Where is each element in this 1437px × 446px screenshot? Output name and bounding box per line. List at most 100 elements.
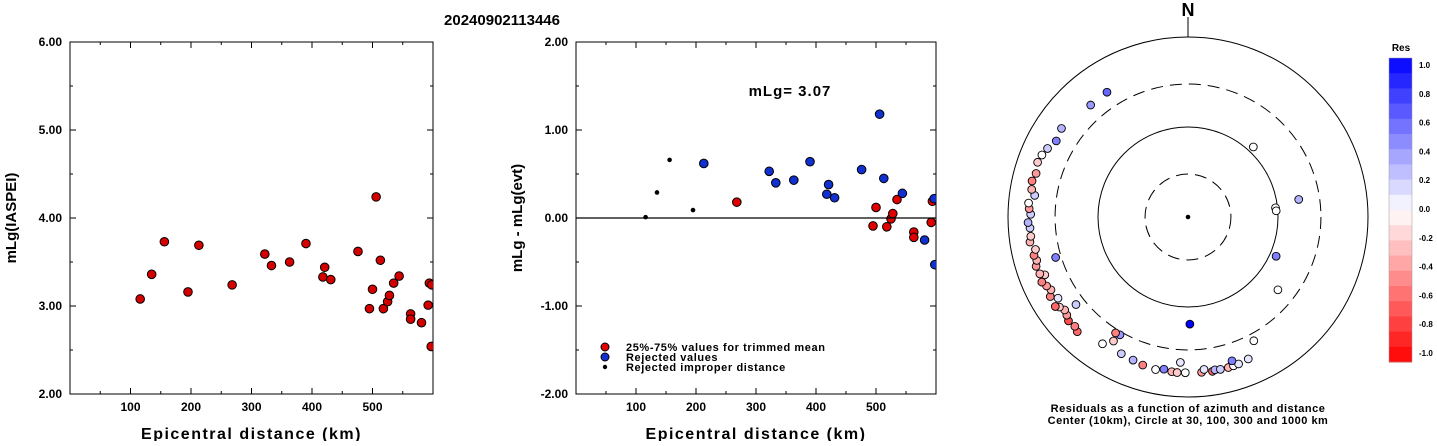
improper-distance-point xyxy=(654,190,660,195)
station-residual-point xyxy=(1098,339,1107,349)
rejected-point xyxy=(771,178,781,188)
station-residual-point xyxy=(1043,144,1052,153)
mlg-station-point xyxy=(353,246,363,257)
mlg-station-point xyxy=(426,341,433,352)
station-residual-point xyxy=(1035,269,1045,279)
mlg-station-point xyxy=(325,274,336,285)
improper-distance-point xyxy=(643,214,648,220)
colorbar-swatch xyxy=(1389,255,1412,272)
epicenter-dot xyxy=(1185,214,1191,220)
station-residual-point xyxy=(1033,157,1042,167)
mlg-station-point xyxy=(284,257,295,267)
colorbar-tick-label: -1.0 xyxy=(1419,349,1433,358)
station-residual-point xyxy=(1037,277,1047,287)
x-tick-label: 100 xyxy=(626,400,646,414)
polar-caption-line1: Residuals as a function of azimuth and d… xyxy=(1051,403,1326,415)
mlg-station-point xyxy=(426,280,433,290)
colorbar-swatch xyxy=(1389,240,1412,257)
station-residual-point xyxy=(1180,368,1190,378)
mlg-station-point xyxy=(146,269,157,280)
mlg-station-point xyxy=(388,278,399,288)
improper-distance-point xyxy=(690,207,696,213)
mlg-station-point xyxy=(135,294,145,304)
mlg-station-point xyxy=(378,303,389,314)
station-residual-point xyxy=(1116,349,1126,359)
colorbar-swatch xyxy=(1389,118,1412,135)
colorbar-tick-label: 0.4 xyxy=(1419,147,1431,156)
mlg-station-point xyxy=(159,236,170,247)
mlg-station-point xyxy=(371,192,381,202)
y-tick-label: -1.00 xyxy=(541,299,569,313)
x-tick-label: 200 xyxy=(686,400,706,414)
mlg-station-point xyxy=(183,287,193,297)
station-residual-point xyxy=(1053,293,1063,303)
rejected-point xyxy=(829,192,840,203)
station-residual-point xyxy=(1249,336,1259,346)
colorbar-swatch xyxy=(1389,270,1412,287)
x-tick-label: 400 xyxy=(302,400,322,414)
station-residual-point xyxy=(1271,251,1281,261)
mlg-station-point xyxy=(375,255,386,266)
station-residual-point xyxy=(1199,365,1209,374)
colorbar-swatch xyxy=(1389,149,1412,165)
colorbar-swatch xyxy=(1389,225,1412,241)
station-residual-point xyxy=(1111,328,1120,338)
y-tick-label: 4.00 xyxy=(39,211,63,225)
legend-marker xyxy=(602,364,608,370)
distance-ring-30km xyxy=(1144,173,1232,261)
colorbar-swatch xyxy=(1389,73,1412,89)
station-residual-point xyxy=(1024,198,1033,208)
x-tick-label: 400 xyxy=(806,400,826,414)
station-residual-point xyxy=(1070,321,1080,331)
colorbar-tick-label: -0.4 xyxy=(1419,263,1433,272)
x-tick-label: 200 xyxy=(181,400,201,414)
polar-caption-line2: Center (10km), Circle at 30, 100, 300 an… xyxy=(1048,415,1329,427)
mlg-station-point xyxy=(266,260,277,271)
mlg-residual-panel: 100 200 300 400 500 -2.00 -1.00 0.00 1.00 2.00 Epi… xyxy=(509,35,937,443)
y-axis-label: mLg(IASPEI) xyxy=(3,173,20,264)
x-tick-label: 100 xyxy=(120,400,140,414)
trimmed-mean-point xyxy=(882,222,892,232)
mlg-station-point xyxy=(260,249,270,259)
station-residual-point xyxy=(1216,365,1225,374)
colorbar-tick-label: 0.6 xyxy=(1419,119,1431,128)
station-residual-point xyxy=(1151,365,1160,374)
colorbar-swatch xyxy=(1389,210,1412,226)
x-axis-label: Epicentral distance (km) xyxy=(141,426,362,441)
station-residual-point xyxy=(1172,368,1182,377)
north-label: N xyxy=(1182,0,1195,20)
colorbar-swatch xyxy=(1389,179,1412,196)
colorbar-swatch xyxy=(1389,286,1412,302)
x-tick-label: 300 xyxy=(746,400,766,414)
event-id-title: 20240902113446 xyxy=(444,12,560,29)
mlg-station-point xyxy=(394,271,404,281)
station-residual-point xyxy=(1227,356,1237,366)
station-residual-point xyxy=(1271,206,1281,216)
rejected-point xyxy=(897,188,908,199)
y-tick-label: 1.00 xyxy=(545,123,569,137)
improper-distance-point xyxy=(667,157,672,163)
station-residual-point xyxy=(1023,218,1033,227)
station-residual-point xyxy=(1057,124,1066,133)
colorbar-swatch xyxy=(1389,316,1412,333)
trimmed-mean-point xyxy=(892,194,902,205)
station-residual-point xyxy=(1109,336,1118,346)
colorbar-tick-label: -0.2 xyxy=(1419,234,1433,243)
mlg-station-point xyxy=(227,280,237,290)
mlg-station-point xyxy=(194,240,204,251)
trimmed-mean-point xyxy=(909,232,919,243)
colorbar-tick-label: 0.0 xyxy=(1419,205,1431,214)
trimmed-mean-point xyxy=(732,197,742,207)
mlg-station-point xyxy=(384,290,395,301)
station-residual-point xyxy=(1027,176,1037,186)
station-residual-point xyxy=(1071,300,1081,309)
station-residual-point xyxy=(1159,364,1169,374)
station-residual-point xyxy=(1086,100,1096,110)
mlg-station-point xyxy=(423,300,433,310)
station-residual-point xyxy=(1051,253,1060,262)
mlg-station-point xyxy=(416,317,427,328)
colorbar-swatch xyxy=(1389,346,1412,363)
colorbar-swatch xyxy=(1389,194,1412,211)
